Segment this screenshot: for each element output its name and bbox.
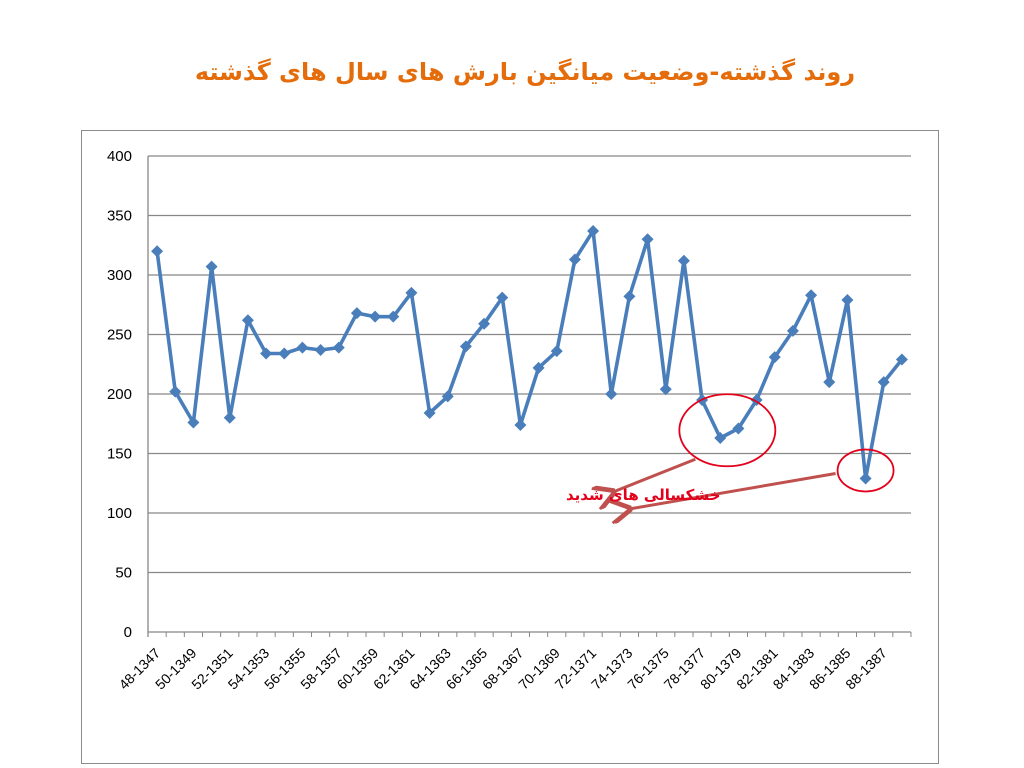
- data-point: [151, 245, 164, 258]
- data-point: [169, 385, 182, 398]
- data-point: [732, 422, 745, 435]
- x-tick-label: 88-1387: [842, 645, 890, 693]
- data-point: [605, 388, 618, 400]
- slide-title: روند گذشته-وضعیت میانگین بارش های سال ها…: [194, 58, 856, 86]
- annotation-circle: [678, 393, 777, 468]
- data-point: [223, 411, 236, 424]
- data-point: [841, 293, 854, 306]
- data-point: [659, 383, 672, 396]
- y-axis-ticks: 0 50 100 150 200 250 300 350 400: [107, 148, 132, 641]
- data-point: [405, 286, 418, 299]
- annotation-group: خشکسالی های شدید: [566, 393, 895, 509]
- data-point: [568, 253, 581, 266]
- y-tick-label: 350: [107, 208, 132, 225]
- y-tick-label: 50: [115, 565, 132, 582]
- data-point: [877, 376, 890, 389]
- data-point: [786, 324, 799, 337]
- data-point: [550, 345, 563, 358]
- y-tick-label: 300: [107, 267, 132, 284]
- data-point: [641, 233, 654, 246]
- data-point: [859, 472, 872, 485]
- annotation-circle: [836, 448, 895, 493]
- data-point: [895, 353, 908, 366]
- data-point: [205, 260, 218, 273]
- data-point: [332, 341, 345, 354]
- data-point: [532, 361, 545, 374]
- data-point: [714, 432, 727, 445]
- data-point: [350, 307, 363, 320]
- data-point: [514, 418, 527, 431]
- y-tick-label: 400: [107, 148, 132, 165]
- annotation-arrow: [629, 472, 836, 509]
- y-tick-label: 150: [107, 446, 132, 463]
- y-tick-label: 100: [107, 505, 132, 522]
- data-point: [587, 224, 600, 237]
- data-point: [278, 347, 291, 360]
- data-point: [241, 314, 254, 327]
- data-point: [459, 340, 472, 353]
- y-tick-label: 0: [124, 624, 132, 641]
- data-point: [314, 343, 327, 356]
- data-point: [677, 254, 690, 267]
- annotation-label: خشکسالی های شدید: [566, 486, 720, 504]
- data-point: [369, 310, 382, 323]
- y-tick-label: 250: [107, 327, 132, 344]
- data-point: [623, 290, 636, 303]
- data-point: [478, 317, 491, 330]
- line-chart: 0 50 100 150 200 250 300 350 400 48-134750-13495…: [107, 148, 912, 693]
- data-point: [441, 390, 454, 403]
- data-points: [151, 224, 908, 485]
- y-tick-label: 200: [107, 386, 132, 403]
- data-point: [496, 291, 509, 304]
- data-point: [423, 407, 436, 420]
- data-point: [387, 310, 400, 323]
- x-axis: 48-134750-134952-135154-135356-135558-13…: [116, 156, 912, 693]
- data-point: [768, 351, 781, 364]
- data-point: [187, 416, 200, 429]
- chart-frame: 0 50 100 150 200 250 300 350 400 48-1347 50-1349 5…: [81, 130, 939, 764]
- data-point: [805, 289, 818, 302]
- data-point: [296, 341, 309, 354]
- data-point: [823, 376, 836, 389]
- annotation-arrow: [613, 457, 696, 492]
- data-point: [260, 347, 273, 360]
